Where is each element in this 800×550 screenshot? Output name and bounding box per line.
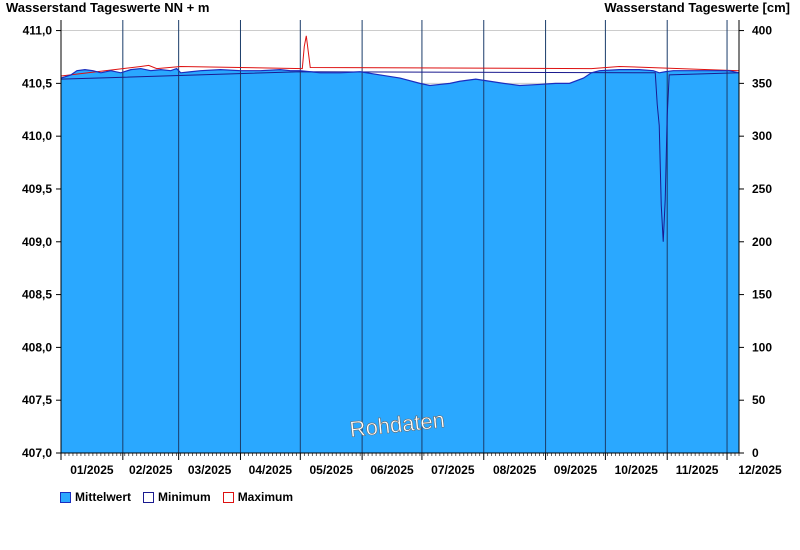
legend-item-maximum: Maximum bbox=[222, 490, 294, 504]
legend-swatch-mean bbox=[60, 491, 71, 503]
left-tick-label: 408,5 bbox=[22, 288, 52, 302]
x-month-label: 06/2025 bbox=[370, 463, 414, 477]
left-tick-label: 409,0 bbox=[22, 235, 52, 249]
legend: Mittelwert Minimum Maximum bbox=[60, 490, 293, 504]
x-month-label: 01/2025 bbox=[70, 463, 114, 477]
x-month-label: 12/2025 bbox=[738, 463, 782, 477]
x-month-label: 08/2025 bbox=[493, 463, 537, 477]
right-tick-label: 200 bbox=[752, 235, 772, 249]
series-area-mittelwert bbox=[61, 68, 739, 453]
left-axis-title: Wasserstand Tageswerte NN + m bbox=[6, 0, 210, 15]
left-tick-label: 407,5 bbox=[22, 393, 52, 407]
x-month-label: 05/2025 bbox=[310, 463, 354, 477]
left-tick-label: 408,0 bbox=[22, 340, 52, 354]
legend-label-maximum: Maximum bbox=[237, 490, 294, 504]
axes: 407,0 407,5 408,0 408,5 409,0 409,5 410,0 410,5… bbox=[22, 20, 782, 477]
x-month-label: 07/2025 bbox=[431, 463, 475, 477]
right-tick-label: 50 bbox=[752, 393, 766, 407]
right-tick-label: 400 bbox=[752, 24, 772, 38]
plot-area bbox=[60, 20, 740, 454]
legend-label-mean: Mittelwert bbox=[75, 490, 132, 504]
left-tick-label: 411,0 bbox=[23, 24, 53, 38]
x-month-label: 02/2025 bbox=[129, 463, 173, 477]
right-tick-label: 100 bbox=[752, 340, 772, 354]
left-tick-label: 409,5 bbox=[22, 182, 52, 196]
legend-swatch-maximum bbox=[222, 491, 234, 503]
series-line-maximum bbox=[60, 35, 740, 77]
legend-item-minimum: Minimum bbox=[143, 490, 211, 504]
right-tick-label: 250 bbox=[752, 182, 772, 196]
legend-label-minimum: Minimum bbox=[158, 490, 211, 504]
series-line-minimum bbox=[60, 71, 740, 242]
right-tick-label: 150 bbox=[752, 288, 772, 302]
x-month-label: 04/2025 bbox=[249, 463, 293, 477]
left-tick-label: 410,5 bbox=[22, 76, 52, 90]
legend-swatch-minimum bbox=[143, 491, 155, 503]
series-line-mittelwert bbox=[60, 67, 740, 87]
left-tick-label: 410,0 bbox=[22, 129, 52, 143]
right-tick-label: 0 bbox=[752, 446, 759, 460]
right-axis-title: Wasserstand Tageswerte [cm] bbox=[604, 0, 790, 15]
x-month-label: 03/2025 bbox=[188, 463, 232, 477]
right-tick-label: 300 bbox=[752, 129, 772, 143]
x-month-label: 10/2025 bbox=[615, 463, 659, 477]
left-tick-label: 407,0 bbox=[22, 446, 52, 460]
x-month-label: 09/2025 bbox=[554, 463, 598, 477]
legend-item-mean: Mittelwert bbox=[60, 490, 131, 504]
x-month-label: 11/2025 bbox=[676, 463, 719, 477]
right-tick-label: 350 bbox=[752, 76, 772, 90]
